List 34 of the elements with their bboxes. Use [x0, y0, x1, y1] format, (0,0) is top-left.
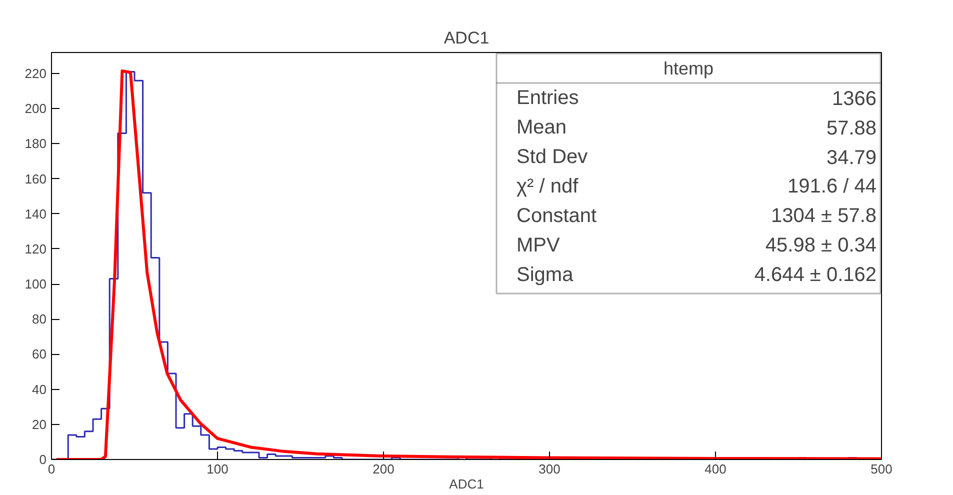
- annotation: 34.79: [826, 146, 877, 169]
- annotation: 4.644 ± 0.162: [754, 264, 876, 286]
- annotation: Mean: [516, 116, 567, 138]
- annotation: 1304 ± 57.8: [770, 204, 877, 227]
- y-tick-label: 120: [24, 241, 47, 256]
- annotation: 191.6 / 44: [788, 175, 877, 198]
- x-tick-label: 500: [870, 462, 892, 476]
- annotation: Std Dev: [516, 146, 588, 168]
- x-tick-label: 100: [206, 462, 228, 476]
- annotation: 1366: [832, 88, 877, 110]
- y-tick-label: 20: [32, 416, 47, 432]
- y-tick-label: 140: [24, 206, 47, 222]
- x-tick-label: 300: [538, 462, 560, 476]
- y-tick-label: 220: [24, 66, 47, 82]
- y-tick-label: 180: [24, 136, 47, 152]
- y-tick-label: 160: [24, 171, 47, 186]
- x-tick-label: 200: [372, 462, 394, 476]
- annotation: 57.88: [826, 117, 877, 140]
- y-tick-label: 100: [24, 276, 47, 292]
- annotation: χ² / ndf: [516, 175, 579, 198]
- annotation: Entries: [516, 86, 579, 109]
- x-axis-title: ADC1: [449, 476, 484, 492]
- y-tick-label: 200: [24, 101, 47, 116]
- y-tick-label: 80: [32, 312, 47, 327]
- annotation: Sigma: [516, 264, 574, 286]
- annotation: 45.98 ± 0.34: [765, 234, 877, 256]
- y-tick-label: 0: [39, 452, 47, 467]
- annotation: MPV: [516, 234, 560, 256]
- y-tick-label: 40: [32, 382, 47, 397]
- chart-title: ADC1: [444, 28, 490, 48]
- annotation: htemp: [663, 58, 714, 78]
- y-tick-label: 60: [32, 346, 47, 362]
- x-tick-label: 400: [704, 462, 726, 476]
- annotation: Constant: [516, 204, 597, 227]
